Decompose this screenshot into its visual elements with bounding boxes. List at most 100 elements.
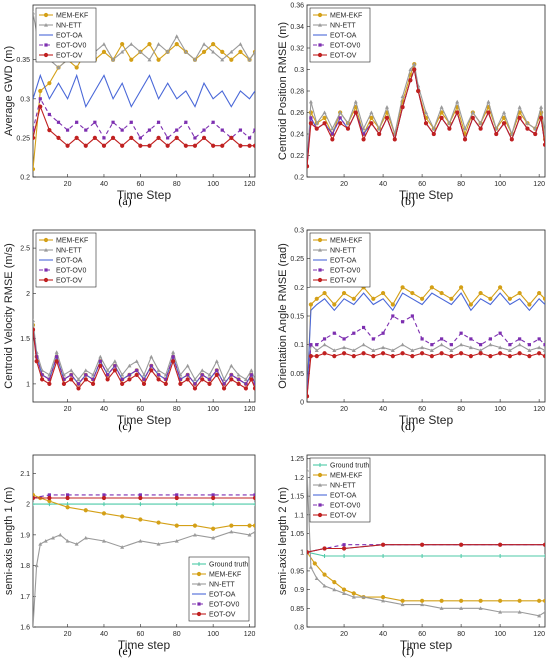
data-point-eot-ov (201, 135, 207, 141)
data-point-nn-ett (192, 57, 197, 62)
legend-marker-eot-ov (317, 277, 323, 283)
data-point-eot-ov0 (420, 337, 424, 341)
legend: MEM-EKF NN-ETT EOT-OA EOT-OV0 EOT-OV (309, 232, 371, 288)
data-point-eot-ov (419, 351, 425, 356)
data-point-eot-ov0 (69, 373, 73, 377)
data-point-eot-ov (156, 135, 161, 141)
data-point-mem-ekf (314, 296, 319, 301)
data-point-nn-ett (229, 49, 234, 54)
chart-panel-1: 0.2 0.25 0.3 0.35 20 40 60 80 100 120 Time Step Ave… (3, 4, 255, 208)
data-point-nn-ett (330, 126, 335, 131)
data-point-eot-ov0 (102, 493, 106, 497)
x-tick-label: 120 (533, 181, 545, 188)
data-point-eot-ov (92, 135, 97, 141)
data-point-eot-ov (98, 363, 103, 368)
data-point-eot-ov (377, 131, 382, 137)
data-point-eot-ov (83, 143, 88, 148)
data-point-eot-ov0 (98, 359, 102, 363)
data-point-eot-ov (112, 368, 117, 373)
legend-marker-mem-ekf (317, 12, 323, 18)
legend-marker-eot-ov (317, 512, 323, 518)
y-tick-label: 2.5 (20, 246, 30, 253)
data-point-eot-ov (498, 542, 503, 547)
data-point-nn-ett (381, 345, 386, 350)
x-tick-label: 60 (136, 631, 144, 638)
x-tick-label: 100 (494, 631, 506, 638)
data-point-eot-ov (207, 381, 212, 386)
y-tick-label: 1.15 (290, 494, 304, 501)
data-point-mem-ekf (542, 296, 545, 301)
data-point-eot-ov0 (175, 493, 179, 497)
legend-marker-ground-truth (318, 463, 322, 467)
data-point-eot-ov0 (175, 128, 179, 132)
x-tick-label: 100 (494, 406, 506, 413)
data-point-eot-ov0 (93, 120, 97, 124)
data-point-nn-ett (156, 542, 161, 546)
data-point-mem-ekf (156, 520, 161, 525)
data-point-mem-ekf (83, 508, 88, 513)
data-point-eot-ov (129, 135, 134, 141)
data-point-nn-ett (183, 49, 188, 54)
data-point-nn-ett (307, 467, 309, 472)
data-point-eot-ov0 (498, 331, 502, 335)
data-point-ground-truth (101, 502, 106, 507)
data-point-eot-ov0 (207, 377, 212, 381)
data-point-eot-ov (470, 115, 475, 120)
data-point-mem-ekf (138, 517, 143, 522)
data-point-nn-ett (69, 368, 74, 372)
data-point-nn-ett (507, 348, 512, 352)
y-tick-label: 0.26 (290, 110, 304, 117)
data-point-eot-ov (90, 381, 96, 386)
legend-marker-eot-ov (43, 52, 49, 58)
series-group (307, 62, 545, 169)
data-point-eot-ov (110, 135, 116, 141)
data-point-nn-ett (33, 625, 35, 627)
data-point-eot-ov (455, 110, 460, 115)
legend: MEM-EKF NN-ETT EOT-OA EOT-OV0 EOT-OV (309, 7, 371, 63)
x-tick-label: 60 (418, 181, 426, 188)
data-point-eot-ov (252, 143, 255, 148)
data-point-mem-ekf (351, 296, 356, 301)
data-point-nn-ett (156, 42, 161, 46)
data-point-mem-ekf (156, 57, 161, 62)
data-point-eot-ov (439, 115, 444, 120)
x-tick-label: 20 (340, 181, 348, 188)
legend-label-eot-oa: EOT-OA (56, 258, 83, 265)
data-point-nn-ett (43, 539, 48, 543)
data-point-eot-ov (229, 135, 234, 141)
data-point-eot-ov (247, 143, 252, 148)
data-point-mem-ekf (120, 41, 125, 47)
y-tick-label: 0.24 (290, 132, 304, 139)
data-point-mem-ekf (192, 523, 198, 528)
series-line-eot-ov (307, 544, 545, 553)
data-point-eot-ov (501, 121, 507, 126)
legend-label-eot-oa: EOT-OA (56, 33, 83, 40)
legend-label-eot-oa: EOT-OA (209, 592, 236, 599)
data-point-eot-ov0 (479, 343, 483, 347)
data-point-nn-ett (459, 606, 464, 610)
data-point-ground-truth (498, 553, 503, 558)
data-point-eot-ov (332, 354, 337, 359)
x-tick-label: 40 (379, 181, 387, 188)
data-point-eot-ov (163, 381, 168, 386)
data-point-mem-ekf (332, 580, 337, 585)
data-point-eot-ov (468, 354, 473, 359)
data-point-eot-ov0 (309, 343, 313, 347)
data-point-nn-ett (112, 359, 117, 363)
data-point-eot-ov (416, 88, 421, 94)
data-point-nn-ett (56, 65, 61, 70)
data-point-eot-ov (447, 126, 452, 131)
data-point-eot-ov (351, 354, 356, 359)
data-point-mem-ekf (410, 290, 415, 296)
x-axis-label: Time Step (399, 413, 454, 427)
legend-label-eot-oa: EOT-OA (330, 33, 357, 40)
series-line-eot-ov (307, 67, 545, 167)
x-tick-label: 100 (494, 181, 506, 188)
data-point-nn-ett (165, 49, 170, 54)
data-point-eot-ov0 (75, 120, 79, 124)
data-point-eot-ov (380, 542, 386, 547)
data-point-eot-ov (542, 142, 545, 147)
y-tick-label: 2.1 (20, 471, 30, 478)
data-point-nn-ett (332, 348, 337, 352)
data-point-eot-ov (214, 372, 219, 377)
